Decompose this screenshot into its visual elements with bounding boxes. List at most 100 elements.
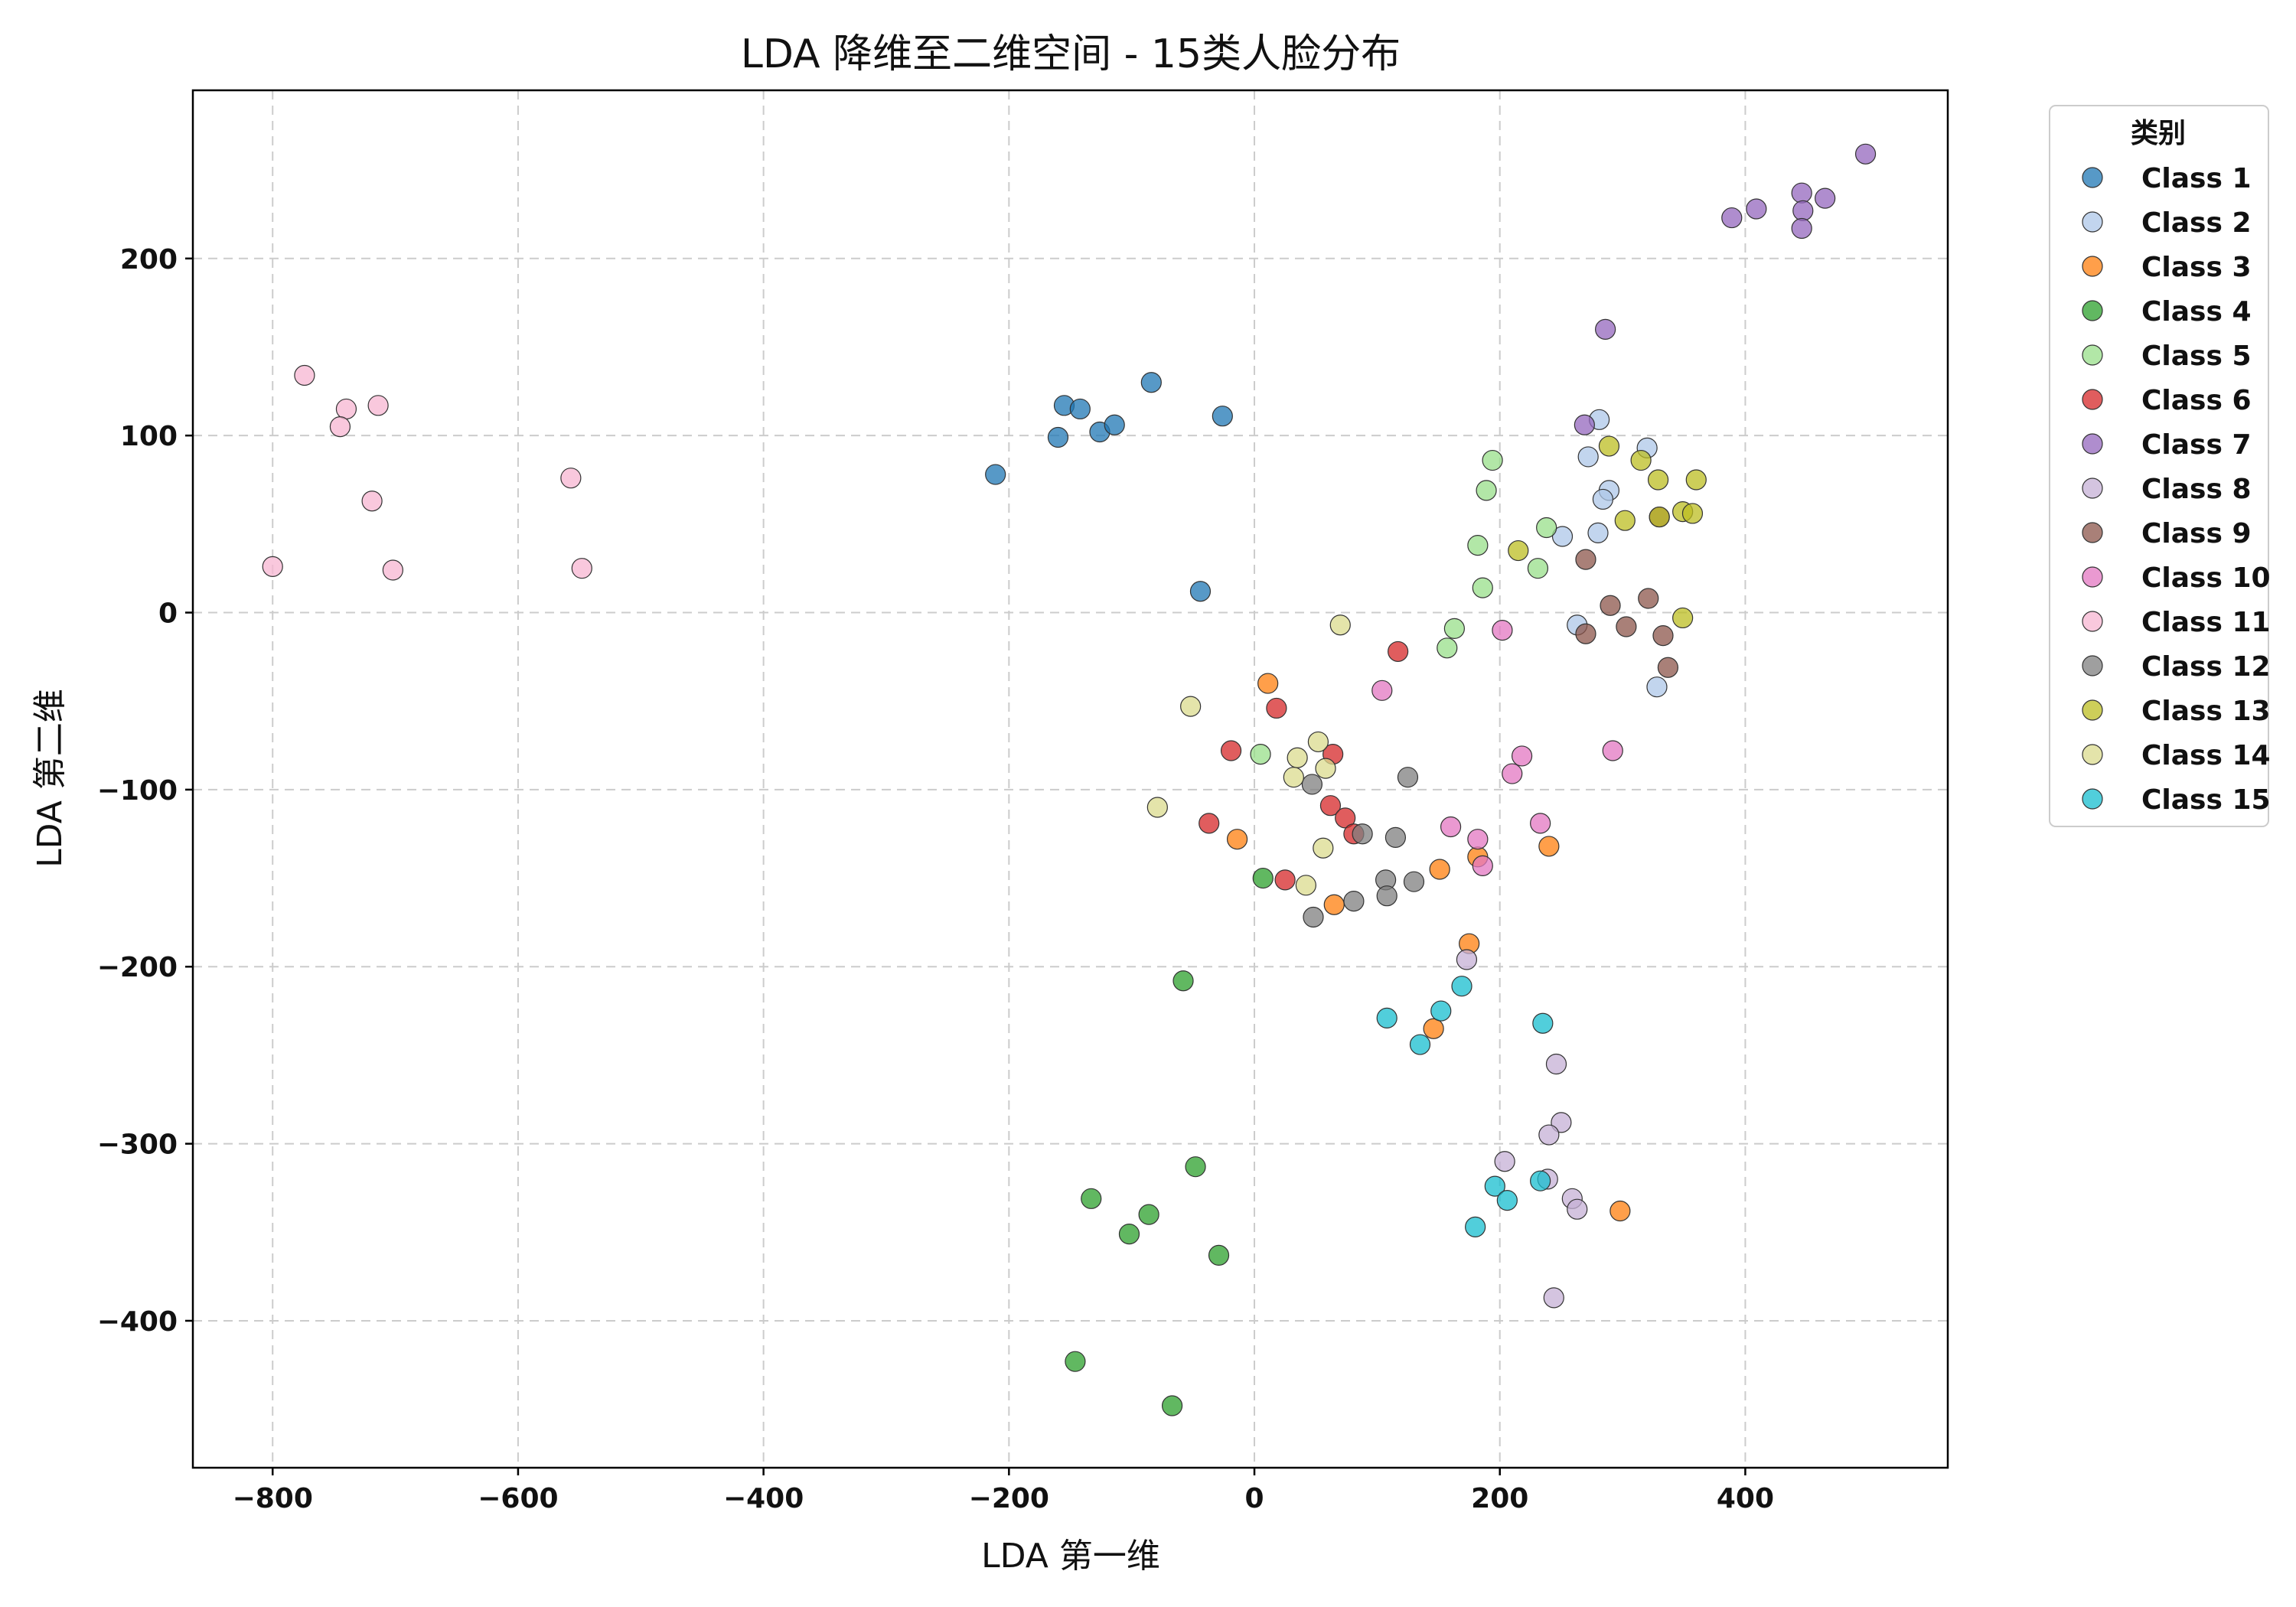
- data-point: [1647, 469, 1669, 491]
- data-point: [1609, 1200, 1631, 1222]
- data-point: [1536, 517, 1557, 539]
- data-point: [1226, 829, 1248, 850]
- data-point: [1511, 745, 1533, 767]
- data-point: [1220, 740, 1242, 761]
- data-point: [1482, 449, 1503, 471]
- data-point: [1208, 1244, 1230, 1266]
- data-point: [1323, 894, 1345, 915]
- data-point: [1303, 906, 1324, 928]
- series-class-15: [1376, 976, 1554, 1237]
- data-point: [1451, 976, 1473, 997]
- data-point: [1494, 1151, 1515, 1172]
- data-point: [262, 556, 283, 577]
- legend-marker: [2082, 211, 2103, 233]
- legend-marker: [2082, 256, 2103, 277]
- data-point: [1538, 836, 1560, 857]
- data-point: [1388, 641, 1409, 663]
- data-point: [1465, 1216, 1486, 1237]
- series-class-8: [1456, 949, 1588, 1309]
- data-point: [1376, 885, 1397, 907]
- data-point: [1423, 1018, 1444, 1039]
- data-point: [1595, 318, 1616, 340]
- legend-item: Class 15: [2082, 784, 2271, 816]
- data-point: [1630, 449, 1652, 471]
- data-point: [1456, 949, 1478, 970]
- data-point: [1266, 697, 1287, 719]
- data-point: [1283, 767, 1304, 788]
- legend-item: Class 5: [2082, 341, 2252, 372]
- data-point: [1384, 826, 1407, 848]
- data-points: [262, 143, 1877, 1416]
- data-point: [1672, 607, 1694, 629]
- legend-item: Class 8: [2082, 474, 2252, 505]
- data-point: [294, 364, 315, 386]
- legend-label: Class 15: [2141, 784, 2271, 816]
- series-class-7: [1574, 143, 1877, 435]
- legend-item: Class 14: [2082, 740, 2271, 771]
- series-class-11: [262, 364, 592, 581]
- data-point: [1496, 1190, 1518, 1211]
- data-point: [1343, 891, 1365, 912]
- legend-label: Class 14: [2141, 740, 2271, 771]
- data-point: [1538, 1124, 1560, 1146]
- legend-marker: [2082, 788, 2103, 810]
- x-tick-label: 200: [1471, 1483, 1528, 1514]
- series-class-13: [1508, 435, 1707, 629]
- data-point: [1551, 526, 1574, 547]
- data-point: [1315, 758, 1336, 779]
- series-class-14: [1146, 614, 1351, 896]
- series-class-2: [1551, 409, 1668, 698]
- data-point: [1250, 744, 1271, 765]
- data-point: [1746, 198, 1767, 220]
- x-tick-label: −400: [723, 1483, 804, 1514]
- y-tick-label: 200: [120, 244, 178, 275]
- legend-item: Class 6: [2082, 385, 2252, 416]
- data-point: [1472, 855, 1493, 876]
- legend-title: 类别: [2131, 118, 2186, 149]
- data-point: [1657, 657, 1679, 678]
- x-tick-label: 400: [1717, 1483, 1774, 1514]
- x-tick-label: −200: [969, 1483, 1049, 1514]
- data-point: [1180, 696, 1202, 717]
- data-point: [1638, 588, 1659, 609]
- data-point: [571, 558, 592, 579]
- data-point: [1185, 1156, 1206, 1178]
- data-point: [560, 468, 582, 489]
- series-class-10: [1371, 620, 1623, 876]
- legend-marker: [2082, 433, 2103, 455]
- legend-label: Class 1: [2141, 163, 2252, 194]
- data-point: [1189, 581, 1212, 602]
- plot-area-frame: [191, 89, 1949, 1469]
- data-point: [361, 491, 383, 512]
- legend-item: Class 11: [2082, 607, 2271, 638]
- legend-item: Class 3: [2082, 252, 2252, 283]
- data-point: [1587, 522, 1609, 544]
- data-point: [1530, 813, 1551, 834]
- data-point: [1118, 1224, 1140, 1245]
- legend-marker: [2082, 478, 2103, 499]
- data-point: [1575, 623, 1596, 644]
- legend-label: Class 9: [2141, 518, 2252, 549]
- legend-marker: [2082, 344, 2103, 366]
- data-point: [1681, 503, 1704, 524]
- legend-item: Class 12: [2082, 651, 2271, 683]
- y-tick-label: −400: [97, 1306, 178, 1338]
- legend-item: Class 4: [2082, 296, 2252, 328]
- legend-marker: [2082, 389, 2103, 410]
- legend-item: Class 1: [2082, 163, 2252, 194]
- y-axis-label: LDA 第二维: [31, 689, 70, 868]
- data-point: [335, 398, 357, 420]
- data-point: [1815, 187, 1836, 209]
- y-tick-label: −200: [97, 952, 178, 983]
- data-point: [1592, 488, 1614, 510]
- legend-frame: [2049, 105, 2269, 827]
- data-point: [1212, 406, 1233, 427]
- data-point: [1295, 875, 1316, 896]
- data-point: [1172, 970, 1194, 992]
- data-point: [1792, 200, 1814, 221]
- data-point: [1577, 446, 1599, 468]
- data-point: [367, 395, 389, 416]
- legend-item: Class 9: [2082, 518, 2252, 549]
